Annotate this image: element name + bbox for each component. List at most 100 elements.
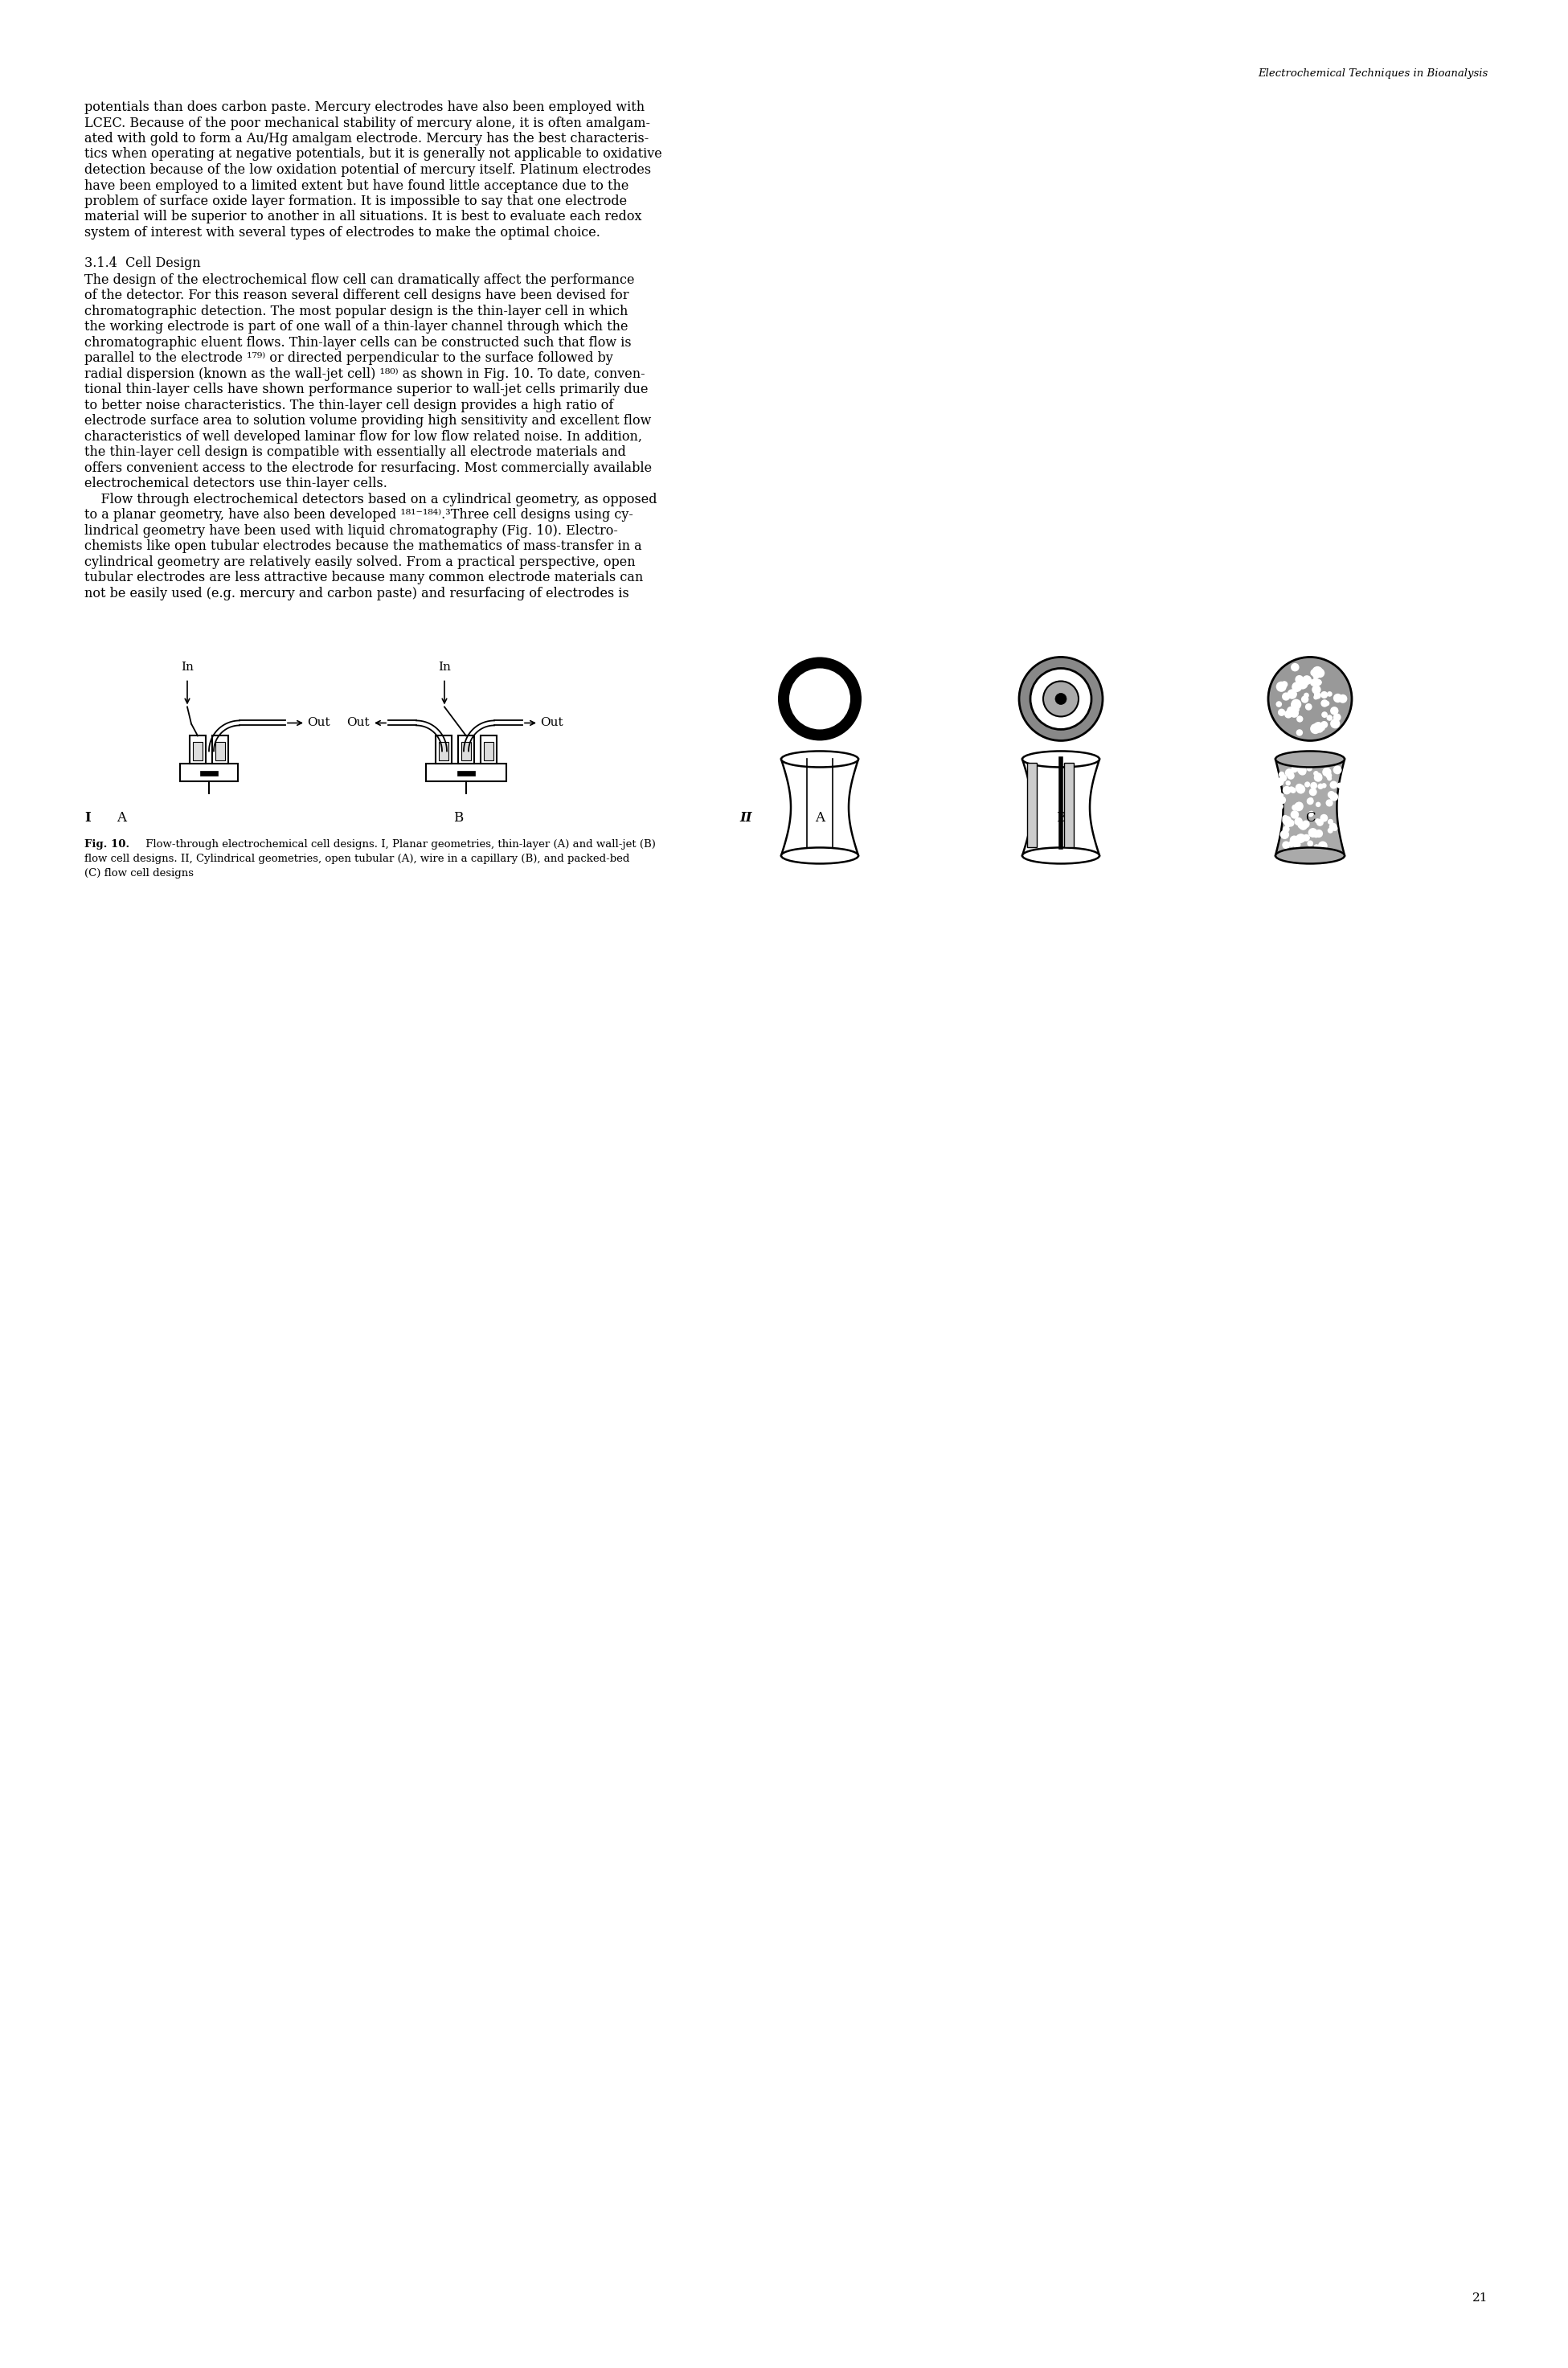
Circle shape [1314,694,1319,699]
Circle shape [1306,798,1314,805]
Bar [212,736,229,765]
Text: flow cell designs. II, Cylindrical geometries, open tubular (A), wire in a capil: flow cell designs. II, Cylindrical geome… [85,855,630,864]
Circle shape [1314,722,1323,732]
Circle shape [1311,781,1317,789]
Circle shape [1333,713,1341,722]
Circle shape [1294,841,1301,848]
Circle shape [1328,829,1333,834]
Circle shape [1303,834,1309,841]
Bar [439,741,448,760]
Circle shape [1283,786,1290,796]
Polygon shape [781,760,858,855]
Circle shape [1301,819,1309,829]
Circle shape [1297,677,1308,689]
Circle shape [1319,841,1328,850]
Bar [1027,762,1036,848]
Text: Out: Out [347,718,370,729]
Circle shape [1330,706,1339,715]
Text: I: I [85,812,91,824]
Circle shape [1330,718,1341,729]
Circle shape [1284,770,1294,777]
Circle shape [1283,841,1290,850]
Circle shape [1043,682,1079,718]
Circle shape [1311,670,1317,677]
Circle shape [1309,810,1314,815]
Circle shape [1327,777,1331,781]
Text: cylindrical geometry are relatively easily solved. From a practical perspective,: cylindrical geometry are relatively easi… [85,556,635,568]
Text: tional thin-layer cells have shown performance superior to wall-jet cells primar: tional thin-layer cells have shown perfo… [85,384,648,395]
Circle shape [1030,668,1091,729]
Circle shape [1269,656,1352,741]
Circle shape [1314,774,1322,781]
Circle shape [1325,772,1331,779]
Text: have been employed to a limited extent but have found little acceptance due to t: have been employed to a limited extent b… [85,180,629,192]
Bar [436,736,452,765]
Circle shape [1290,663,1300,673]
Bar [458,736,474,765]
Circle shape [1278,803,1284,810]
Circle shape [1298,822,1305,829]
Circle shape [1289,836,1298,845]
Text: not be easily used (e.g. mercury and carbon paste) and resurfacing of electrodes: not be easily used (e.g. mercury and car… [85,587,629,601]
Circle shape [1308,829,1317,838]
Text: B: B [453,812,463,824]
Bar [485,741,494,760]
Circle shape [1295,803,1303,810]
Circle shape [1308,798,1314,803]
Circle shape [1287,772,1295,779]
Circle shape [1316,668,1325,677]
Text: Out: Out [539,718,563,729]
Circle shape [1325,800,1333,807]
Circle shape [1314,831,1319,838]
Circle shape [1298,767,1306,774]
Text: C: C [1305,812,1316,824]
Text: characteristics of well developed laminar flow for low flow related noise. In ad: characteristics of well developed lamina… [85,431,643,443]
Circle shape [1312,665,1323,677]
Circle shape [1330,793,1339,800]
Bar [426,765,506,781]
Circle shape [1284,710,1292,718]
Bar [190,736,205,765]
Circle shape [1287,689,1297,699]
Circle shape [1317,845,1323,850]
Circle shape [1286,781,1290,786]
Circle shape [1295,834,1305,843]
Circle shape [1338,781,1342,789]
Circle shape [1316,725,1323,732]
Circle shape [1320,691,1328,699]
Circle shape [1297,715,1303,722]
Circle shape [1314,691,1322,699]
Circle shape [1330,822,1338,831]
Text: A: A [116,812,125,824]
Circle shape [1290,765,1298,772]
Text: 3.1.4  Cell Design: 3.1.4 Cell Design [85,256,201,270]
Circle shape [1287,706,1295,715]
Circle shape [1297,834,1306,843]
Circle shape [1320,725,1325,732]
Text: In: In [180,663,193,673]
Circle shape [1308,812,1314,817]
Text: tubular electrodes are less attractive because many common electrode materials c: tubular electrodes are less attractive b… [85,571,643,585]
Text: (C) flow cell designs: (C) flow cell designs [85,869,194,879]
Text: In: In [437,663,450,673]
Circle shape [1312,677,1319,682]
Circle shape [1309,680,1317,687]
Circle shape [1333,694,1342,703]
Bar [201,772,218,777]
Text: radial dispersion (known as the wall-jet cell) ¹⁸⁰⁾ as shown in Fig. 10. To date: radial dispersion (known as the wall-jet… [85,367,644,381]
Circle shape [778,656,861,741]
Circle shape [1301,675,1312,684]
Text: of the detector. For this reason several different cell designs have been devise: of the detector. For this reason several… [85,289,629,303]
Circle shape [1320,720,1328,729]
Circle shape [1283,815,1289,822]
Text: to a planar geometry, have also been developed ¹⁸¹⁻¹⁸⁴⁾.³Three cell designs usin: to a planar geometry, have also been dev… [85,509,633,521]
Circle shape [1312,684,1320,694]
Circle shape [1316,680,1322,687]
Circle shape [1312,673,1320,680]
Bar [215,741,226,760]
Text: to better noise characteristics. The thin-layer cell design provides a high rati: to better noise characteristics. The thi… [85,398,613,412]
Ellipse shape [1022,751,1099,767]
Ellipse shape [1022,848,1099,864]
Circle shape [1306,765,1312,772]
Circle shape [1308,841,1314,845]
